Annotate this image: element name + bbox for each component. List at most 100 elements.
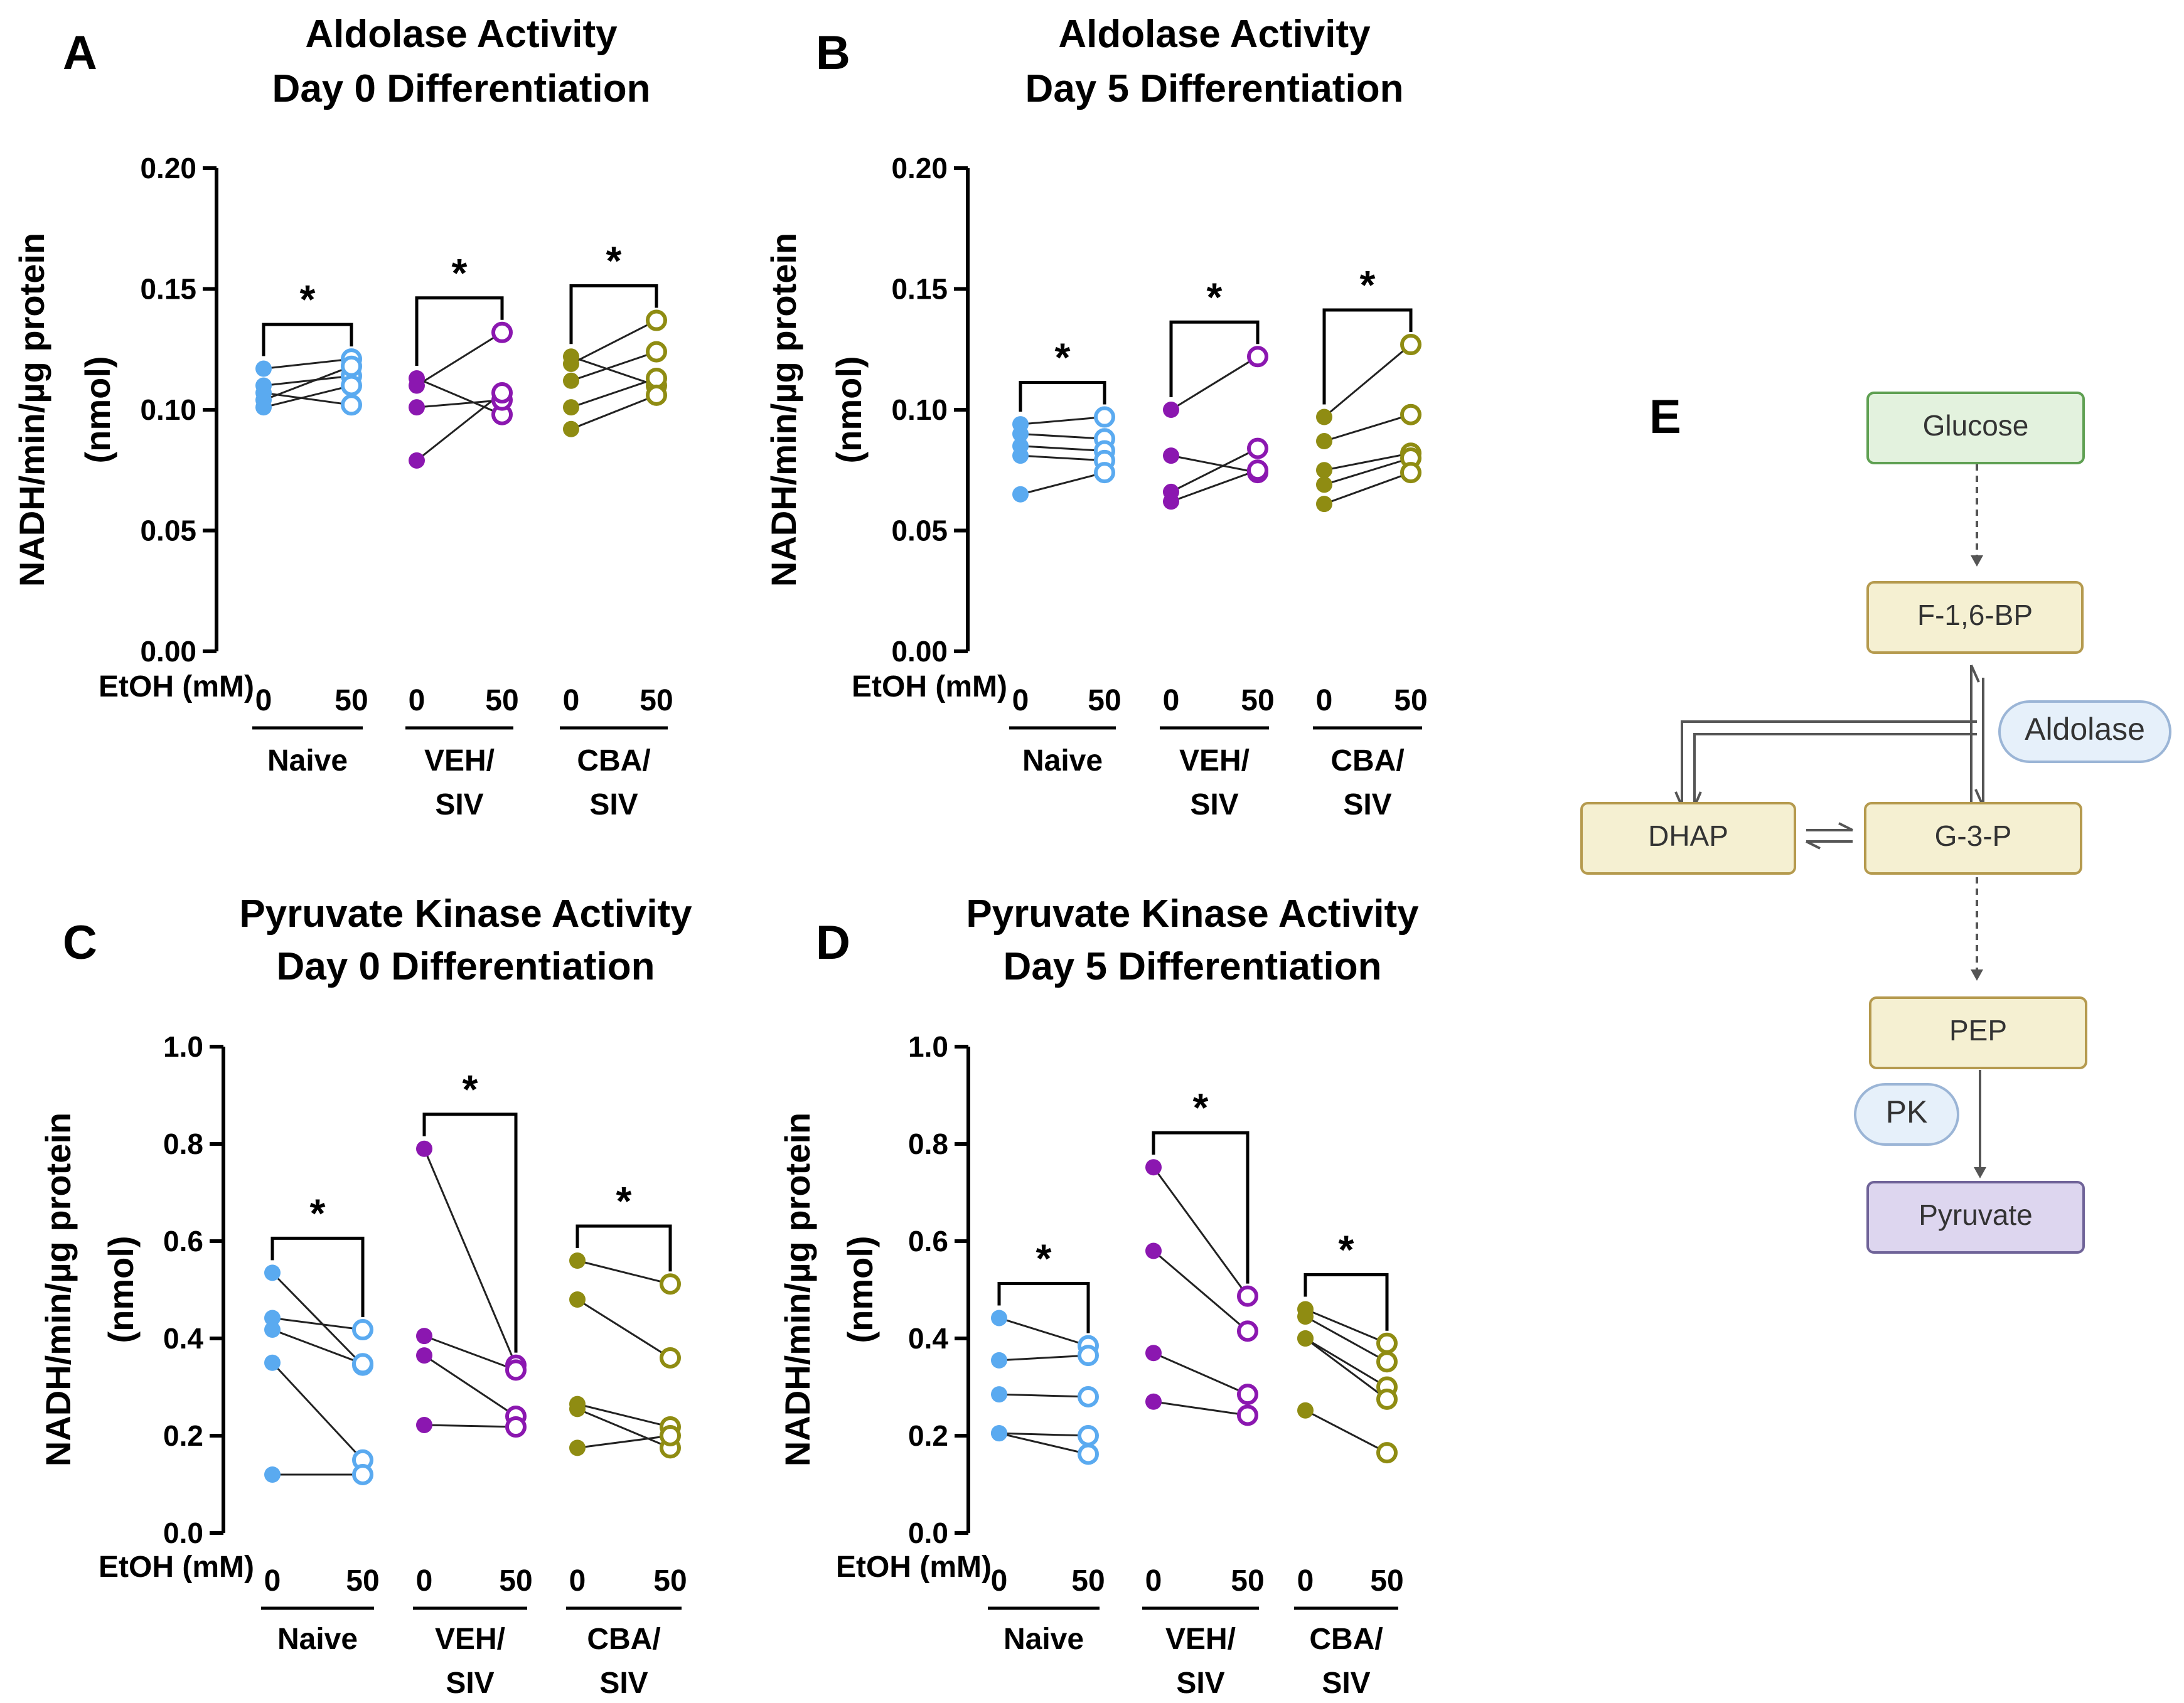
point-0mM <box>563 420 579 437</box>
pair-line <box>1324 343 1411 418</box>
point-0mM <box>991 1310 1007 1327</box>
point-0mM <box>563 355 579 372</box>
dose-label-0: 0 <box>1297 1564 1314 1598</box>
point-0mM <box>409 377 425 394</box>
significance-star: * <box>1036 1236 1052 1281</box>
point-0mM <box>1316 408 1332 425</box>
dose-label-50: 50 <box>499 1564 532 1598</box>
significance-star: * <box>1360 262 1376 307</box>
group-label: VEH/ <box>1179 744 1250 777</box>
group-naive: 0 50 Naive * <box>252 277 368 777</box>
dose-label-50: 50 <box>1394 684 1427 717</box>
point-50mM <box>660 1347 681 1369</box>
point-50mM <box>1094 462 1115 484</box>
pair-line <box>1305 1409 1388 1454</box>
significance-star: * <box>300 277 316 322</box>
arrow-f16bp-to-dhap <box>1681 720 1977 806</box>
point-0mM <box>416 1416 432 1433</box>
chart-title-line2: Day 5 Differentiation <box>1004 945 1382 988</box>
pair-line <box>263 358 352 370</box>
pair-line <box>424 1335 517 1371</box>
chart-panel-c: C Pyruvate Kinase Activity Day 0 Different… <box>38 892 692 1700</box>
point-0mM <box>569 1291 586 1308</box>
y-tick-label: 0.4 <box>163 1322 203 1355</box>
pair-line <box>1305 1337 1388 1388</box>
point-0mM <box>1163 402 1179 418</box>
group-naive: 0 50 Naive * <box>1009 335 1121 777</box>
point-0mM <box>416 1140 432 1157</box>
glycolysis-pathway-diagram: E Gl <box>1580 390 2171 1254</box>
group-label: VEH/ <box>435 1623 505 1656</box>
dose-label-0: 0 <box>1012 684 1029 717</box>
pair-line <box>272 1328 363 1365</box>
point-50mM <box>660 1273 681 1295</box>
x-axis-label: EtOH (mM) <box>99 670 254 703</box>
point-50mM <box>341 355 362 377</box>
point-50mM <box>1400 403 1421 425</box>
point-0mM <box>264 1264 281 1281</box>
y-tick-label: 0.15 <box>891 273 948 306</box>
enzyme-pk-pill <box>1854 1083 1959 1146</box>
node-dhap-label: DHAP <box>1648 819 1728 852</box>
point-50mM <box>1376 1442 1398 1464</box>
y-tick-label: 0.6 <box>163 1225 203 1257</box>
panel-letter: D <box>816 916 850 969</box>
enzyme-pk: PK <box>1854 1083 1959 1146</box>
chart-title-line1: Aldolase Activity <box>1058 13 1371 56</box>
point-50mM <box>1376 1332 1398 1354</box>
y-axis-unit-label: (nmol) <box>829 356 869 463</box>
node-f16bp-label: F-1,6-BP <box>1917 599 2033 631</box>
group-vehsiv: 0 50 VEH/SIV * <box>405 250 519 821</box>
y-axis-label: NADH/min/µg protein <box>764 233 803 587</box>
group-label: SIV <box>1176 1667 1224 1700</box>
node-glucose-box <box>1866 392 2085 464</box>
pair-line <box>416 392 503 462</box>
point-50mM <box>1247 459 1268 481</box>
pair-line <box>577 1434 671 1449</box>
arrowhead-g3p-eq <box>1838 822 1853 831</box>
point-0mM <box>1145 1393 1162 1410</box>
node-dhap-box <box>1580 802 1796 875</box>
pair-line <box>577 1298 671 1359</box>
point-0mM <box>1316 476 1332 493</box>
point-50mM <box>352 1353 373 1375</box>
point-50mM <box>1376 1351 1398 1373</box>
pair-line <box>1324 452 1411 471</box>
dose-label-50: 50 <box>346 1564 379 1598</box>
significance-bracket <box>422 1113 518 1353</box>
point-0mM <box>1145 1159 1162 1176</box>
node-pep: PEP <box>1869 996 2087 1069</box>
dose-label-0: 0 <box>1316 684 1333 717</box>
pair-line <box>263 365 352 401</box>
point-50mM <box>491 382 513 404</box>
dose-label-0: 0 <box>1145 1564 1162 1598</box>
pair-line <box>1170 356 1258 411</box>
pair-line <box>577 1407 671 1449</box>
node-pep-label: PEP <box>1949 1014 2007 1047</box>
enzyme-aldolase: Aldolase <box>1998 700 2171 763</box>
y-tick-label: 0.8 <box>908 1128 948 1160</box>
chart-title-line2: Day 0 Differentiation <box>272 67 651 110</box>
node-pep-box <box>1869 996 2087 1069</box>
arrowhead-pep <box>1971 969 1983 981</box>
significance-bracket <box>1169 320 1260 397</box>
pair-line <box>424 1354 517 1417</box>
dose-label-0: 0 <box>255 684 272 717</box>
y-tick-label: 1.0 <box>908 1030 948 1063</box>
significance-bracket <box>1322 308 1413 405</box>
pair-line <box>1305 1337 1388 1401</box>
significance-star: * <box>606 238 622 284</box>
pair-line <box>570 377 657 408</box>
significance-bracket <box>1019 381 1106 412</box>
point-0mM <box>1316 433 1332 450</box>
chart-title-line1: Pyruvate Kinase Activity <box>966 892 1419 936</box>
arrowhead-f16bp-back <box>1970 665 1980 683</box>
pair-line <box>271 1272 364 1366</box>
point-0mM <box>1145 1345 1162 1362</box>
y-tick-label: 0.20 <box>140 152 196 184</box>
point-50mM <box>660 1425 681 1446</box>
significance-bracket <box>415 296 504 366</box>
group-label: SIV <box>1343 788 1391 821</box>
significance-star: * <box>616 1178 632 1224</box>
dose-label-0: 0 <box>416 1564 433 1598</box>
